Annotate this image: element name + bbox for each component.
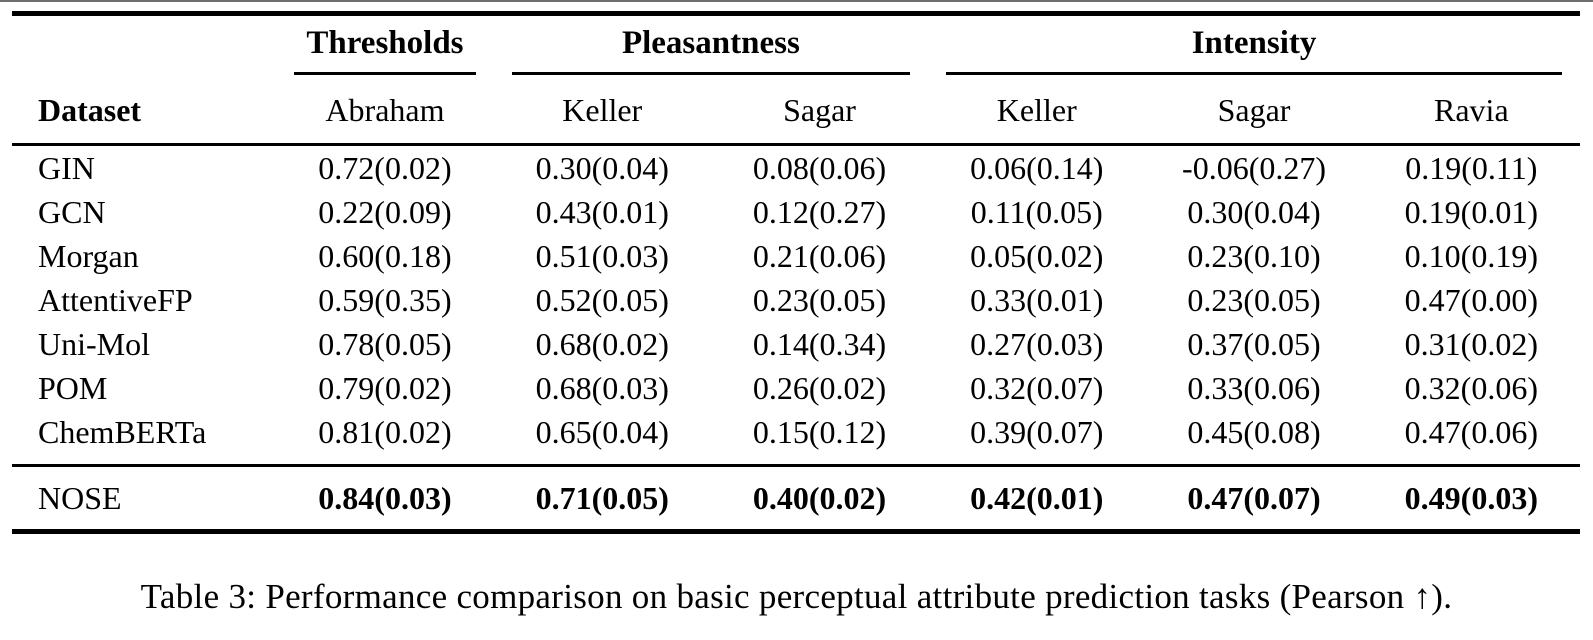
group-header-label: Intensity [1191, 25, 1317, 61]
cell-value: 0.27(0.03) [970, 326, 1104, 362]
cell-value: 0.37(0.05) [1187, 326, 1321, 362]
cell-value: 0.23(0.05) [1187, 282, 1321, 318]
cell-value: 0.19(0.11) [1405, 150, 1538, 186]
cell-value: 0.39(0.07) [928, 410, 1146, 467]
cell-value: 0.15(0.12) [710, 410, 929, 467]
column-header-keller-intensity: Keller [928, 75, 1146, 146]
cell-value-bold: 0.40(0.02) [752, 480, 887, 516]
table-caption: Table 3: Performance comparison on basic… [140, 577, 1453, 616]
column-group-underline [946, 72, 1562, 75]
row-label: ChemBERTa [12, 410, 277, 467]
cell-value: 0.32(0.06) [1404, 370, 1538, 406]
table-row-gin: GIN 0.72(0.02) 0.30(0.04) 0.08(0.06) 0.0… [12, 145, 1580, 191]
table-row-nose: NOSE 0.84(0.03) 0.71(0.05) 0.40(0.02) 0.… [12, 466, 1580, 532]
table-row-chemberta: ChemBERTa 0.81(0.02) 0.65(0.04) 0.15(0.1… [12, 410, 1580, 467]
column-header-abraham: Abraham [276, 75, 494, 146]
group-header-label: Pleasantness [621, 25, 800, 61]
cell-value: 0.60(0.18) [318, 238, 452, 274]
corner-spacer [12, 14, 276, 76]
cell-value-bold: 0.49(0.03) [1404, 480, 1538, 516]
cell-value: 0.72(0.02) [318, 150, 452, 186]
cell-value: 0.23(0.10) [1187, 238, 1321, 274]
cell-value: 0.08(0.06) [752, 150, 887, 186]
cell-value-bold: 0.47(0.07) [1187, 480, 1321, 516]
cell-value-bold: 0.42(0.01) [970, 480, 1104, 516]
table-row-gcn: GCN 0.22(0.09) 0.43(0.01) 0.12(0.27) 0.1… [12, 190, 1580, 234]
row-label: Uni-Mol [38, 326, 150, 362]
cell-value: 0.10(0.19) [1404, 238, 1538, 274]
cell-value: 0.30(0.04) [535, 150, 669, 186]
table-row-unimol: Uni-Mol 0.78(0.05) 0.68(0.02) 0.14(0.34)… [12, 322, 1580, 366]
cell-value: 0.30(0.04) [1187, 194, 1321, 230]
row-label: GIN [38, 150, 95, 186]
cell-value: 0.45(0.08) [1145, 410, 1363, 467]
cell-value: 0.59(0.35) [318, 282, 452, 318]
row-label: NOSE [38, 480, 122, 516]
group-header-thresholds: Thresholds [276, 14, 493, 75]
row-label: POM [38, 370, 108, 406]
cell-value: 0.11(0.05) [970, 194, 1103, 230]
column-group-underline [511, 72, 911, 75]
column-header-ravia: Ravia [1362, 75, 1580, 146]
column-header-sagar-pleasantness: Sagar [710, 75, 929, 146]
table-row-attentivefp: AttentiveFP 0.59(0.35) 0.52(0.05) 0.23(0… [12, 278, 1580, 322]
column-header-keller-pleasantness: Keller [493, 75, 711, 146]
cell-value: -0.06(0.27) [1182, 150, 1326, 186]
cell-value: 0.06(0.14) [970, 150, 1104, 186]
cell-value: 0.81(0.02) [276, 410, 494, 467]
cell-value: 0.23(0.05) [752, 282, 887, 318]
cell-value: 0.21(0.06) [752, 238, 887, 274]
column-group-header-row: Thresholds Pleasantness Intensity [12, 14, 1580, 76]
cell-value: 0.14(0.34) [752, 326, 887, 362]
cell-value: 0.78(0.05) [318, 326, 452, 362]
page-top-edge [0, 0, 1593, 2]
column-header-row: Dataset Abraham Keller Sagar Keller Saga… [12, 75, 1580, 146]
cell-value: 0.33(0.01) [970, 282, 1104, 318]
cell-value: 0.65(0.04) [493, 410, 711, 467]
cell-value: 0.43(0.01) [535, 194, 669, 230]
cell-value-bold: 0.84(0.03) [318, 480, 452, 516]
cell-value: 0.68(0.02) [535, 326, 669, 362]
group-header-label: Thresholds [306, 25, 464, 61]
cell-value: 0.05(0.02) [970, 238, 1104, 274]
row-label: Morgan [38, 238, 139, 274]
group-header-intensity: Intensity [928, 14, 1580, 75]
row-label: AttentiveFP [38, 282, 193, 318]
table-row-pom: POM 0.79(0.02) 0.68(0.03) 0.26(0.02) 0.3… [12, 366, 1580, 410]
cell-value: 0.68(0.03) [535, 370, 669, 406]
column-header-sagar-intensity: Sagar [1145, 75, 1363, 146]
column-header-dataset: Dataset [12, 75, 277, 146]
cell-value: 0.26(0.02) [752, 370, 887, 406]
cell-value: 0.47(0.00) [1404, 282, 1538, 318]
cell-value: 0.31(0.02) [1404, 326, 1538, 362]
cell-value: 0.79(0.02) [318, 370, 452, 406]
cell-value: 0.32(0.07) [970, 370, 1104, 406]
column-group-underline [294, 72, 476, 75]
group-header-pleasantness: Pleasantness [494, 14, 929, 75]
cell-value: 0.51(0.03) [535, 238, 669, 274]
results-table-container: Thresholds Pleasantness Intensity Datase… [12, 11, 1580, 534]
cell-value: 0.22(0.09) [318, 194, 452, 230]
cell-value: 0.33(0.06) [1187, 370, 1321, 406]
results-table: Thresholds Pleasantness Intensity Datase… [12, 11, 1580, 534]
cell-value: 0.47(0.06) [1362, 410, 1580, 467]
cell-value: 0.19(0.01) [1404, 194, 1538, 230]
table-row-morgan: Morgan 0.60(0.18) 0.51(0.03) 0.21(0.06) … [12, 234, 1580, 278]
cell-value: 0.12(0.27) [752, 194, 887, 230]
cell-value-bold: 0.71(0.05) [535, 480, 669, 516]
cell-value: 0.52(0.05) [535, 282, 669, 318]
row-label: GCN [38, 194, 106, 230]
